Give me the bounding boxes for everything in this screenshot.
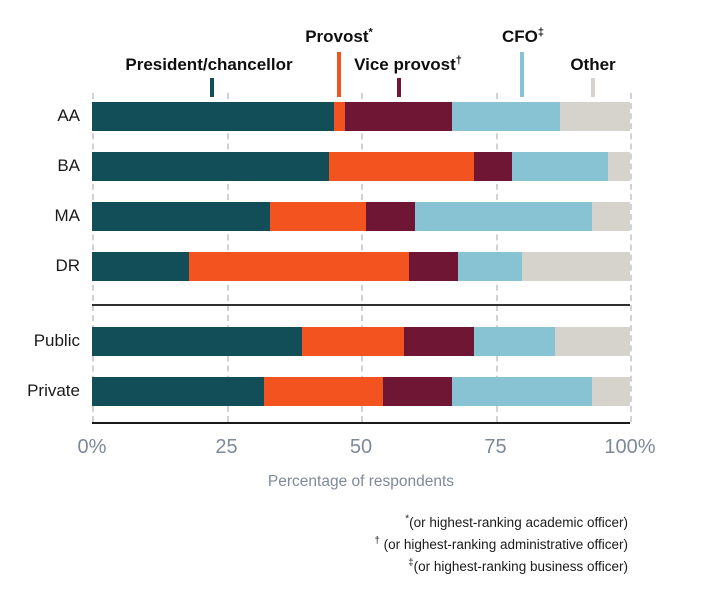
bar-row-private: Private: [0, 377, 706, 406]
segment-aa-vice-provost: [344, 102, 453, 131]
gridline-100: [630, 93, 632, 422]
segment-ma-other: [592, 202, 630, 231]
segment-public-president-chancellor: [92, 327, 302, 356]
bar-row-ba: BA: [0, 152, 706, 181]
group-separator-line: [92, 304, 630, 306]
segment-private-provost: [264, 377, 383, 406]
x-axis-title: Percentage of respondents: [267, 473, 455, 490]
footnote-business: ‡(or highest-ranking business officer): [408, 557, 628, 574]
category-label-ba: BA: [57, 156, 80, 175]
segment-private-other: [592, 377, 630, 406]
segment-public-provost: [301, 327, 405, 356]
bar-ma: [92, 202, 630, 231]
legend-text-provost: Provost: [305, 27, 369, 46]
category-label-dr: DR: [55, 256, 80, 275]
category-label-public: Public: [33, 331, 80, 350]
legend-text-cfo: CFO: [501, 27, 538, 46]
segment-private-cfo: [452, 377, 593, 406]
x-axis-line: [92, 422, 630, 424]
legend-label-president-chancellor: President/chancellor: [125, 55, 292, 75]
legend-tick-vice-provost-icon: [397, 78, 401, 97]
segment-dr-provost: [188, 252, 410, 281]
segment-private-president-chancellor: [92, 377, 265, 406]
segment-aa-president-chancellor: [92, 102, 335, 131]
legend-tick-other-icon: [591, 78, 595, 97]
segment-ba-other: [608, 152, 630, 181]
x-tick-label-25: 25: [215, 436, 238, 458]
segment-ma-president-chancellor: [92, 202, 270, 231]
segment-dr-cfo: [457, 252, 523, 281]
legend-text-president-chancellor: President/chancellor: [125, 55, 293, 74]
segment-ba-cfo: [511, 152, 609, 181]
legend-tick-cfo-icon: [520, 52, 524, 97]
legend-label-vice-provost: Vice provost†: [354, 54, 462, 74]
legend-text-other: Other: [570, 55, 616, 74]
bar-aa: [92, 102, 630, 131]
legend-text-vice-provost: Vice provost: [354, 55, 456, 74]
bar-private: [92, 377, 630, 406]
category-label-private: Private: [27, 381, 80, 400]
segment-public-cfo: [473, 327, 555, 356]
bar-row-aa: AA: [0, 102, 706, 131]
legend-label-cfo: CFO‡: [501, 26, 545, 46]
bar-row-public: Public: [0, 327, 706, 356]
legend-tick-provost-icon: [337, 52, 341, 97]
segment-private-vice-provost: [382, 377, 453, 406]
segment-ba-vice-provost: [473, 152, 512, 181]
bar-ba: [92, 152, 630, 181]
x-tick-label-50: 50: [349, 436, 373, 458]
segment-ma-provost: [269, 202, 367, 231]
x-tick-label-0: 0%: [77, 436, 107, 458]
bar-row-ma: MA: [0, 202, 706, 231]
segment-public-other: [554, 327, 630, 356]
segment-dr-president-chancellor: [92, 252, 189, 281]
segment-ba-president-chancellor: [92, 152, 329, 181]
x-tick-label-75: 75: [484, 436, 507, 458]
legend-label-provost: Provost*: [305, 26, 373, 46]
category-label-aa: AA: [57, 106, 80, 125]
segment-aa-cfo: [452, 102, 561, 131]
category-label-ma: MA: [54, 206, 81, 225]
footnotes: *(or highest-ranking academic officer) †…: [374, 512, 628, 578]
segment-aa-other: [560, 102, 630, 131]
segment-ba-provost: [328, 152, 474, 181]
segment-ma-cfo: [414, 202, 593, 231]
legend-tick-president-chancellor-icon: [210, 78, 214, 97]
bar-dr: [92, 252, 630, 281]
segment-aa-provost: [334, 102, 345, 131]
bar-public: [92, 327, 630, 356]
bar-row-dr: DR: [0, 252, 706, 281]
segment-public-vice-provost: [404, 327, 474, 356]
footnote-academic: *(or highest-ranking academic officer): [405, 513, 628, 530]
x-tick-label-100: 100%: [604, 436, 656, 458]
segment-dr-other: [522, 252, 630, 281]
segment-ma-vice-provost: [366, 202, 415, 231]
segment-dr-vice-provost: [409, 252, 458, 281]
footnote-administrative: † (or highest-ranking administrative off…: [374, 535, 628, 552]
legend-label-other: Other: [570, 55, 615, 75]
